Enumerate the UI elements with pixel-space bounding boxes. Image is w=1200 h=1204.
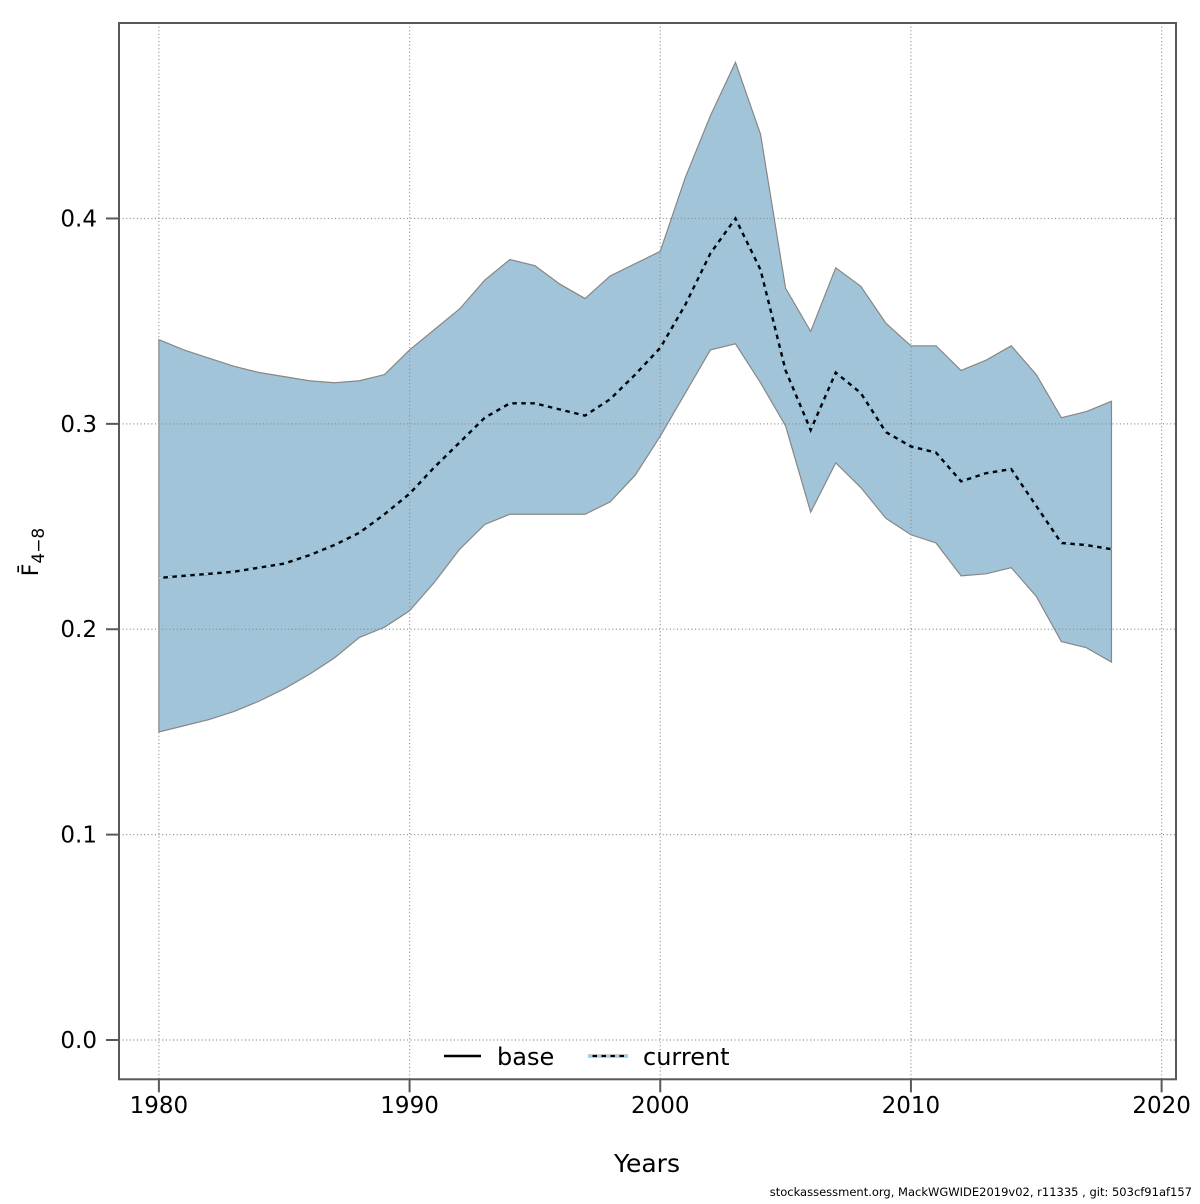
current-line <box>158 216 1112 580</box>
x-tick-label: 2000 <box>631 1093 690 1119</box>
y-axis-label-f: F̄ <box>18 564 44 577</box>
footer-credit: stockassessment.org, MackWGWIDE2019v02, … <box>770 1185 1192 1199</box>
x-tick-label: 1990 <box>380 1093 439 1119</box>
y-axis-label-subscript: 4−8 <box>29 528 49 564</box>
y-axis-label: F̄4−8 <box>18 528 49 577</box>
x-axis-label: Years <box>613 1149 680 1178</box>
legend-base-label: base <box>497 1043 554 1071</box>
x-tick-label: 1980 <box>130 1093 189 1119</box>
y-tick-label: 0.0 <box>60 1028 97 1054</box>
y-tick-label: 0.2 <box>60 617 97 643</box>
y-tick-label: 0.3 <box>60 412 97 438</box>
x-tick-label: 2020 <box>1132 1093 1191 1119</box>
plot-frame <box>118 22 1177 1081</box>
y-tick-label: 0.1 <box>60 823 97 849</box>
y-tick-label: 0.4 <box>60 206 97 232</box>
legend-current-label: current <box>643 1043 730 1071</box>
confidence-band <box>158 60 1113 733</box>
x-tick-label: 2010 <box>882 1093 941 1119</box>
